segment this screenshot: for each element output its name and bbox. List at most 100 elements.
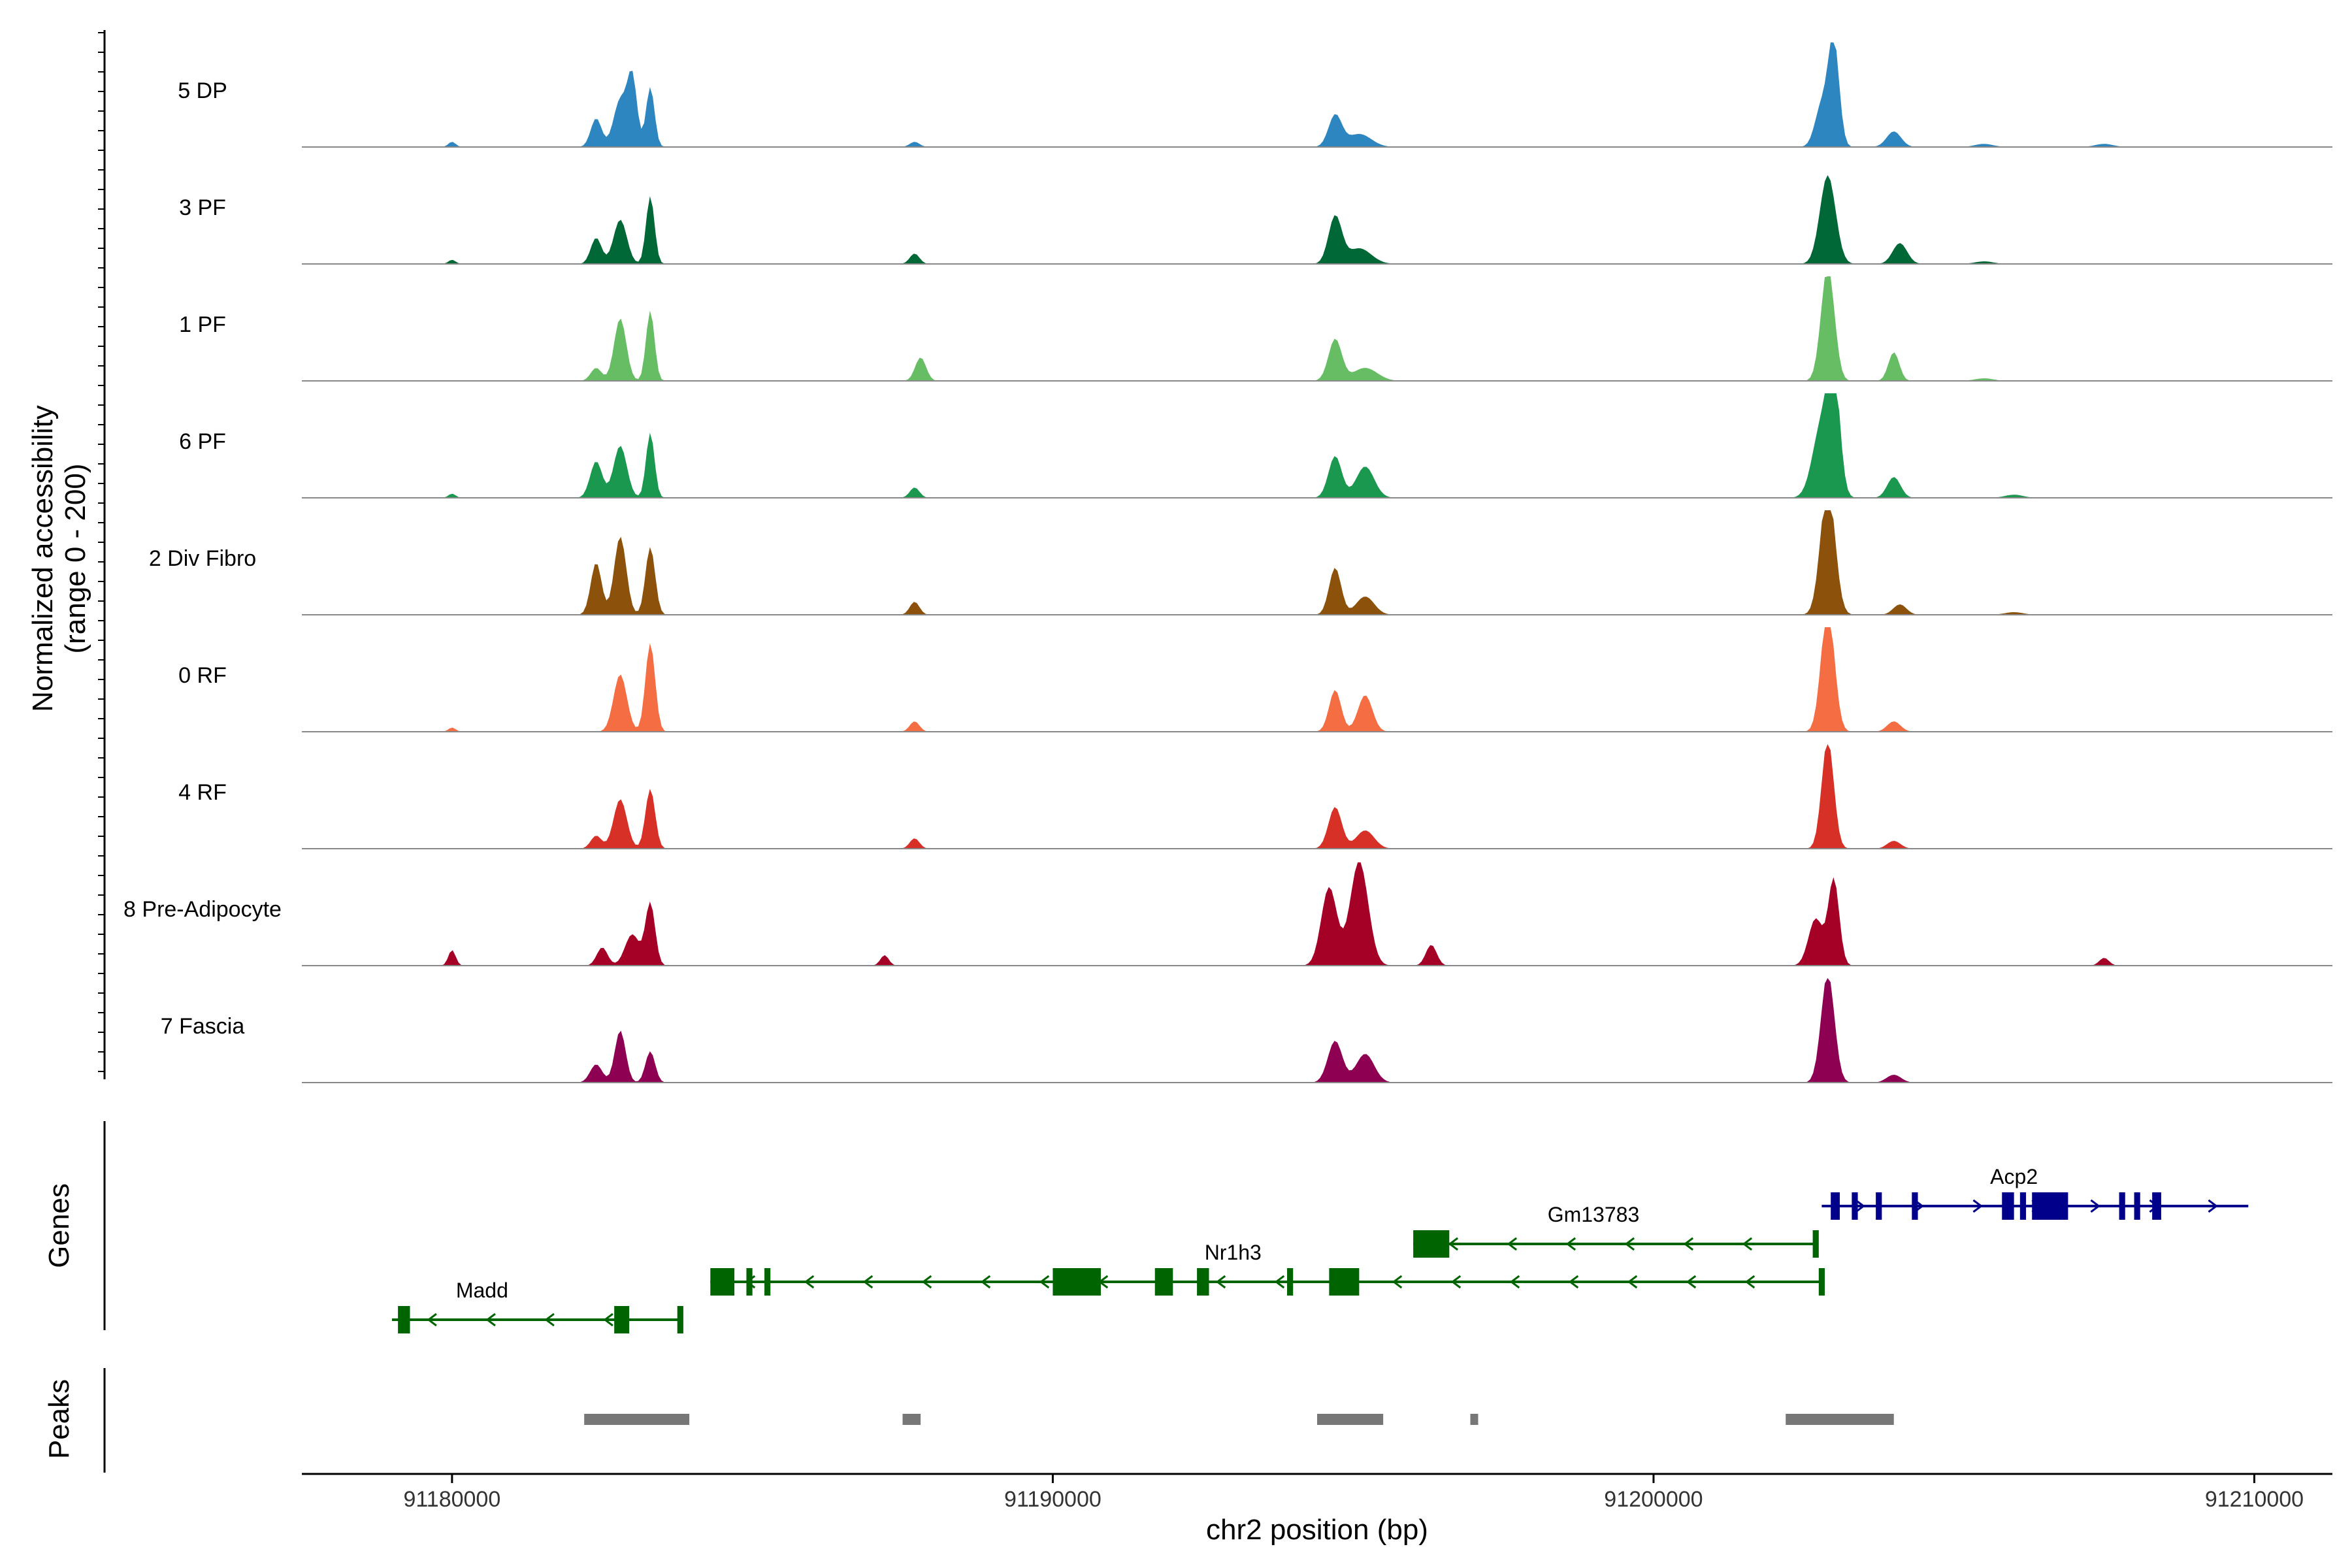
exon-block [1912,1192,1918,1220]
exon-block [1812,1230,1819,1258]
exon-block [2134,1192,2140,1220]
strand-arrow [1215,1275,1226,1289]
strand-arrow [1039,1275,1050,1289]
strand-arrow [1507,1237,1518,1251]
genes-panel-title: Genes [43,1183,75,1268]
exon-block [2152,1192,2161,1220]
coverage-area [302,175,2332,264]
track-label: 6 PF [179,429,226,454]
x-tick-label: 91190000 [1004,1487,1102,1512]
peak-region-bar [584,1414,690,1425]
exon-block [746,1268,753,1296]
x-tick-label: 91180000 [404,1487,501,1512]
track-label: 5 DP [178,78,227,103]
exon-block [1329,1268,1360,1296]
gene-label: Madd [456,1279,508,1302]
strand-arrow [862,1275,874,1289]
strand-arrow [1274,1275,1285,1289]
peak-region-bar [1470,1414,1478,1425]
strand-arrow [804,1275,815,1289]
x-axis-title: chr2 position (bp) [1206,1514,1428,1546]
strand-arrow [1392,1275,1403,1289]
strand-arrow [544,1313,555,1327]
track-label: 7 Fascia [161,1014,245,1039]
coverage-track: 1 PF [179,276,2332,382]
peak-region-bar [902,1414,921,1425]
strand-arrow [603,1313,613,1327]
exon-block [1413,1230,1450,1258]
y-axis-title-line1: Normalized accessibility [27,405,59,711]
coverage-track: 5 DP [178,42,2332,148]
gene-annotation-panel: Acp2 Gm13783 Nr1h3 Madd [391,1165,2249,1333]
exon-block [1831,1192,1840,1220]
coverage-track: 2 Div Fibro [149,510,2332,615]
gene-model: Madd [391,1279,683,1333]
strand-arrow [1624,1237,1635,1251]
strand-arrow [1742,1237,1753,1251]
strand-arrow [1683,1237,1694,1251]
track-label: 8 Pre-Adipocyte [123,897,282,922]
strand-arrow [1627,1275,1638,1289]
exon-block [710,1268,735,1296]
strand-arrow [2208,1199,2218,1213]
peak-regions-panel [584,1414,1894,1425]
strand-arrow [2090,1199,2100,1213]
strand-arrow [980,1275,991,1289]
coverage-area [302,276,2332,381]
strand-arrow [1450,1275,1462,1289]
strand-arrow [1568,1275,1579,1289]
exon-block [1287,1268,1294,1296]
track-label: 3 PF [179,195,226,220]
gene-model: Nr1h3 [710,1241,1825,1296]
track-label: 2 Div Fibro [149,546,256,571]
coverage-track: 3 PF [179,175,2332,265]
y-tick-marks [98,32,105,1072]
exon-block [398,1306,410,1333]
exon-block [2032,1192,2068,1220]
exon-block [2019,1192,2027,1220]
track-label: 4 RF [178,780,227,805]
strand-arrow [1744,1275,1756,1289]
exon-block [1876,1192,1882,1220]
exon-block [1818,1268,1825,1296]
exon-block [764,1268,771,1296]
strand-arrow [1509,1275,1520,1289]
strand-arrow [427,1313,437,1327]
strand-arrow [1686,1275,1697,1289]
gene-model: Gm13783 [1413,1203,1819,1258]
coverage-area [302,393,2332,498]
x-tick-label: 91210000 [2205,1487,2304,1512]
coverage-area [302,510,2332,615]
exon-block [2119,1192,2125,1220]
strand-arrow [1565,1237,1576,1251]
peaks-panel-title: Peaks [43,1379,75,1459]
strand-arrow [1855,1199,1865,1213]
coverage-track: 7 Fascia [161,978,2332,1083]
coverage-area [302,978,2332,1083]
coverage-area [302,42,2332,147]
gene-label: Gm13783 [1548,1203,1640,1226]
coverage-track: 0 RF [178,627,2332,732]
peak-region-bar [1317,1414,1384,1425]
exon-block [614,1306,630,1333]
exon-block [1852,1192,1858,1220]
gene-label: Acp2 [1990,1165,2038,1188]
track-label: 0 RF [178,663,227,688]
exon-block [1154,1268,1173,1296]
coverage-area [302,744,2332,849]
exon-block [677,1306,683,1333]
strand-arrow [485,1313,496,1327]
y-axis-title-line2: (range 0 - 200) [59,463,91,653]
exon-block [2002,1192,2014,1220]
gene-label: Nr1h3 [1205,1241,1262,1264]
coverage-track: 4 RF [178,744,2332,849]
axes-layer [103,30,2332,1475]
strand-arrow [1448,1237,1459,1251]
coverage-tracks: 5 DP 3 PF 1 PF 6 PF 2 Div Fibro 0 RF 4 RF 8 Pre… [123,42,2332,1083]
coverage-track: 6 PF [179,393,2332,498]
strand-arrow [1972,1199,1983,1213]
track-label: 1 PF [179,312,226,337]
x-axis-ticks: 91180000 91190000 91200000 91210000 [404,1474,2304,1512]
gene-model: Acp2 [1821,1165,2249,1220]
